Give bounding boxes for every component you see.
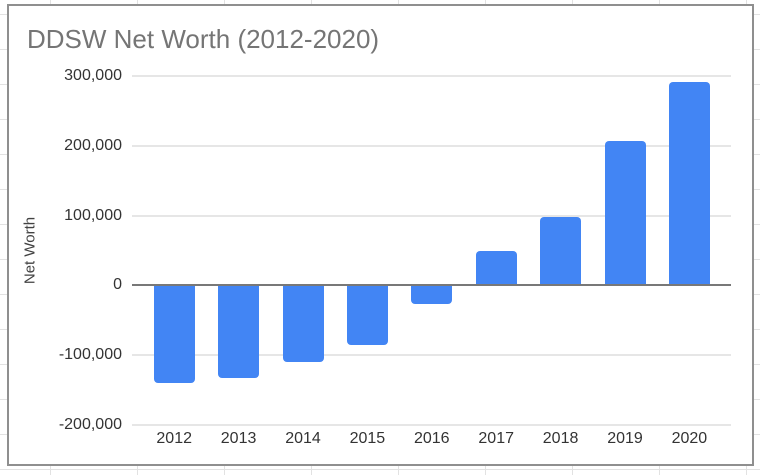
y-gridline <box>132 354 731 357</box>
x-tick-label: 2018 <box>542 430 579 447</box>
x-tick-label: 2020 <box>671 430 708 447</box>
y-gridline <box>132 424 731 426</box>
y-gridline <box>132 75 731 77</box>
x-tick-label: 2013 <box>220 430 257 447</box>
y-tick-label: 200,000 <box>64 136 122 154</box>
bar-2013[interactable] <box>218 285 260 379</box>
bar-2020[interactable] <box>668 81 710 286</box>
y-tick-label: -100,000 <box>58 346 122 364</box>
x-tick-label: 2017 <box>478 430 514 447</box>
x-tick-label: 2014 <box>285 430 321 447</box>
y-tick-label: 100,000 <box>64 206 122 224</box>
y-tick-label: 300,000 <box>64 67 122 84</box>
x-tick-label: 2019 <box>607 430 643 447</box>
x-tick-label: 2016 <box>413 430 450 447</box>
bar-2014[interactable] <box>282 285 324 363</box>
bar-2019[interactable] <box>604 140 646 286</box>
y-gridline <box>132 214 731 217</box>
chart-card[interactable]: DDSW Net Worth (2012-2020) Net Worth 300… <box>7 4 754 466</box>
bar-2015[interactable] <box>346 285 388 345</box>
y-gridline <box>132 144 731 147</box>
plot-area <box>132 75 731 426</box>
x-tick-label: 2015 <box>349 430 386 447</box>
zero-baseline <box>132 284 731 287</box>
chart-title: DDSW Net Worth (2012-2020) <box>27 24 380 54</box>
bar-2017[interactable] <box>475 250 517 286</box>
y-tick-label: 0 <box>113 276 122 294</box>
bar-2012[interactable] <box>153 285 195 384</box>
bar-2016[interactable] <box>411 285 453 305</box>
y-tick-label: -200,000 <box>58 416 122 433</box>
bar-2018[interactable] <box>540 216 582 286</box>
x-tick-label: 2012 <box>156 430 192 447</box>
